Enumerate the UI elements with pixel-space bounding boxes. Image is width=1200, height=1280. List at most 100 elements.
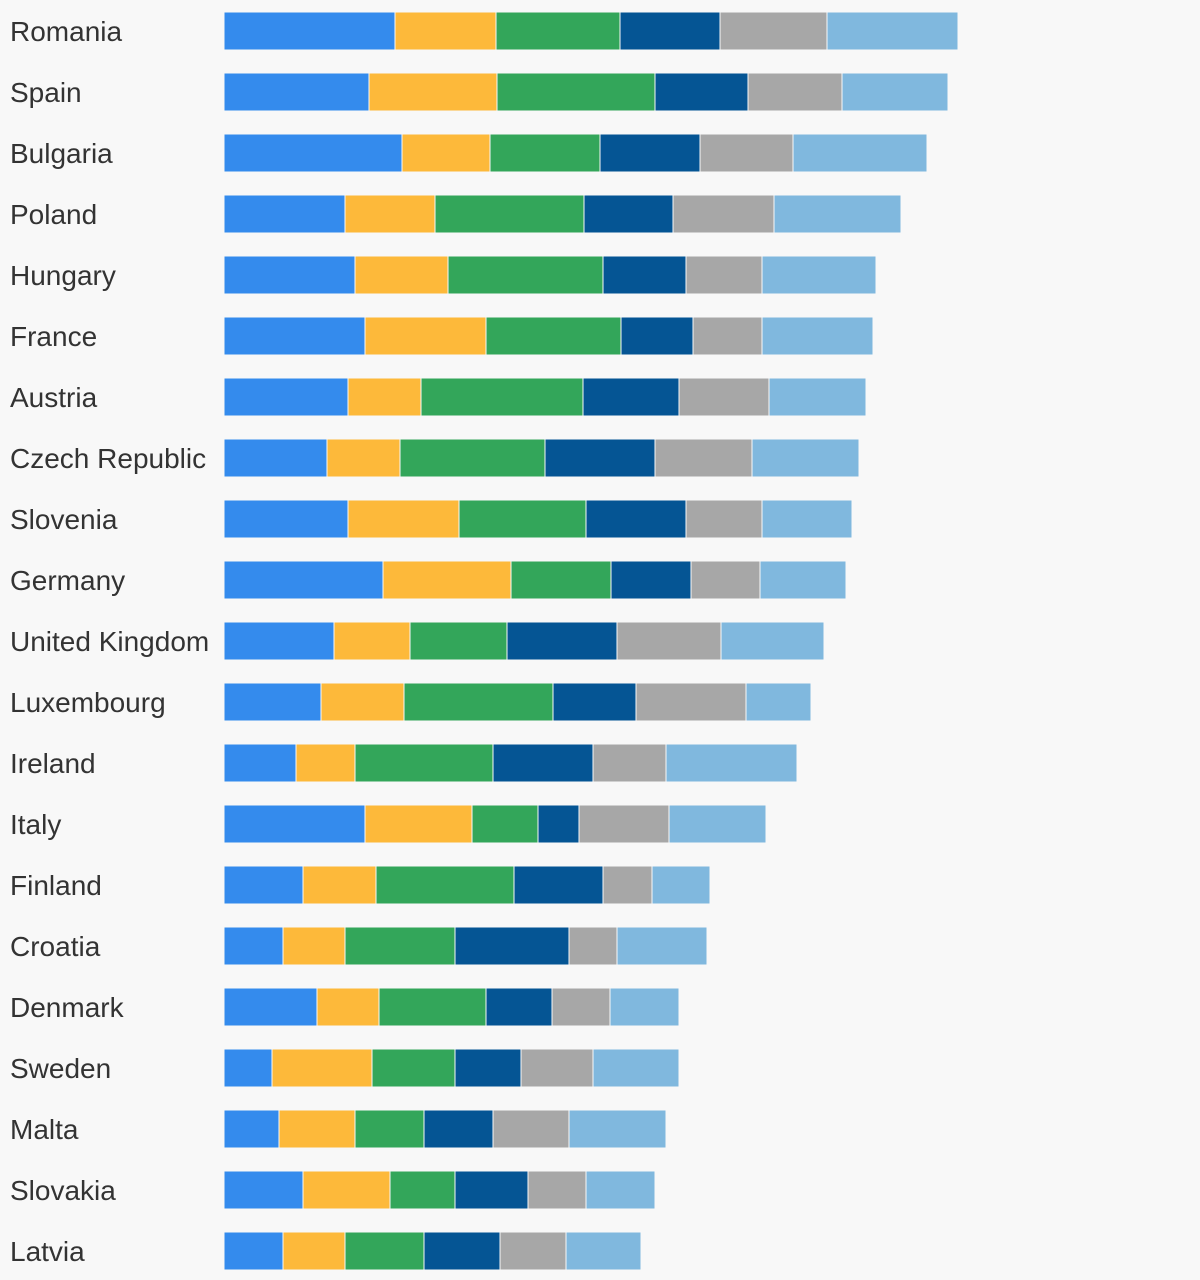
bar-row-hungary	[223, 255, 877, 295]
bar-segment-slovakia-1	[223, 1170, 304, 1210]
bar-segment-czech-republic-6	[751, 438, 860, 478]
bar-segment-croatia-3	[344, 926, 456, 966]
bar-segment-bulgaria-6	[792, 133, 928, 173]
bar-segment-bulgaria-4	[599, 133, 701, 173]
country-label-ireland: Ireland	[10, 748, 96, 779]
country-label-germany: Germany	[10, 565, 125, 596]
bar-segment-luxembourg-3	[403, 682, 554, 722]
bar-segment-spain-6	[841, 72, 949, 112]
country-label-slovenia: Slovenia	[10, 504, 118, 535]
bar-row-poland	[223, 194, 902, 234]
bar-segment-italy-6	[668, 804, 767, 844]
bar-row-latvia	[223, 1231, 642, 1271]
bar-segment-czech-republic-3	[399, 438, 546, 478]
bar-segment-luxembourg-6	[745, 682, 812, 722]
bar-segment-czech-republic-2	[326, 438, 401, 478]
bar-segment-france-2	[364, 316, 487, 356]
bar-segment-sweden-4	[454, 1048, 522, 1088]
bar-segment-austria-2	[347, 377, 422, 417]
bar-segment-germany-3	[510, 560, 612, 600]
bar-segment-czech-republic-1	[223, 438, 328, 478]
bar-segment-czech-republic-5	[654, 438, 753, 478]
country-label-finland: Finland	[10, 870, 102, 901]
bar-segment-malta-6	[568, 1109, 667, 1149]
bar-segment-slovenia-5	[685, 499, 763, 539]
bar-segment-slovakia-5	[527, 1170, 587, 1210]
bar-segment-malta-2	[278, 1109, 356, 1149]
bar-segment-austria-6	[768, 377, 867, 417]
bar-segment-germany-4	[610, 560, 692, 600]
bar-segment-slovenia-4	[585, 499, 687, 539]
bar-segment-finland-4	[513, 865, 604, 905]
bar-segment-latvia-1	[223, 1231, 284, 1271]
bar-segment-hungary-1	[223, 255, 356, 295]
bar-segment-united-kingdom-6	[720, 621, 825, 661]
bar-segment-united-kingdom-2	[333, 621, 411, 661]
bar-segment-sweden-1	[223, 1048, 273, 1088]
country-label-malta: Malta	[10, 1114, 79, 1145]
bar-segment-denmark-1	[223, 987, 318, 1027]
bar-segment-romania-5	[719, 11, 828, 51]
bar-segment-finland-3	[375, 865, 515, 905]
bar-segment-ireland-6	[665, 743, 798, 783]
bar-segment-france-3	[485, 316, 622, 356]
bar-segment-denmark-6	[609, 987, 680, 1027]
bar-segment-romania-1	[223, 11, 396, 51]
bar-segment-poland-3	[434, 194, 585, 234]
bar-segment-bulgaria-2	[401, 133, 491, 173]
country-label-france: France	[10, 321, 97, 352]
bar-segment-croatia-1	[223, 926, 284, 966]
country-label-romania: Romania	[10, 16, 122, 47]
bar-row-finland	[223, 865, 711, 905]
bar-segment-spain-3	[496, 72, 656, 112]
bar-row-germany	[223, 560, 847, 600]
bar-segment-slovenia-6	[761, 499, 853, 539]
bar-segment-hungary-3	[447, 255, 604, 295]
bar-segment-romania-2	[394, 11, 497, 51]
bar-segment-latvia-4	[423, 1231, 501, 1271]
bar-row-luxembourg	[223, 682, 812, 722]
bar-segment-united-kingdom-1	[223, 621, 335, 661]
bar-segment-italy-2	[364, 804, 473, 844]
bar-segment-malta-5	[492, 1109, 570, 1149]
country-label-spain: Spain	[10, 77, 82, 108]
bar-segment-ireland-3	[354, 743, 494, 783]
bar-row-italy	[223, 804, 767, 844]
bar-segment-poland-4	[583, 194, 674, 234]
bar-row-bulgaria	[223, 133, 928, 173]
country-label-latvia: Latvia	[10, 1236, 85, 1267]
bar-segment-ireland-1	[223, 743, 297, 783]
bar-segment-austria-5	[678, 377, 770, 417]
bar-segment-romania-3	[495, 11, 621, 51]
country-label-luxembourg: Luxembourg	[10, 687, 166, 718]
bar-segment-slovakia-3	[389, 1170, 456, 1210]
bar-segment-united-kingdom-5	[616, 621, 722, 661]
bar-segment-luxembourg-2	[320, 682, 405, 722]
bar-segment-denmark-4	[485, 987, 553, 1027]
bar-segment-france-4	[620, 316, 694, 356]
bar-segment-italy-4	[537, 804, 580, 844]
bar-segment-austria-1	[223, 377, 349, 417]
bar-segment-finland-2	[302, 865, 377, 905]
bar-row-france	[223, 316, 874, 356]
bar-segment-ireland-5	[592, 743, 667, 783]
bar-segment-croatia-5	[568, 926, 618, 966]
bar-segment-poland-6	[773, 194, 902, 234]
bar-segment-ireland-2	[295, 743, 356, 783]
bar-segment-latvia-3	[344, 1231, 425, 1271]
country-label-czech-republic: Czech Republic	[10, 443, 206, 474]
country-label-italy: Italy	[10, 809, 61, 840]
bar-segment-sweden-3	[371, 1048, 456, 1088]
bar-segment-luxembourg-4	[552, 682, 637, 722]
bar-segment-slovenia-1	[223, 499, 349, 539]
bar-segment-ireland-4	[492, 743, 594, 783]
country-label-united-kingdom: United Kingdom	[10, 626, 209, 657]
bar-segment-denmark-5	[551, 987, 611, 1027]
bar-segment-luxembourg-1	[223, 682, 322, 722]
bar-segment-hungary-6	[761, 255, 877, 295]
bar-segment-finland-5	[602, 865, 653, 905]
country-label-hungary: Hungary	[10, 260, 116, 291]
bar-segment-slovakia-6	[585, 1170, 656, 1210]
bar-segment-poland-2	[344, 194, 436, 234]
